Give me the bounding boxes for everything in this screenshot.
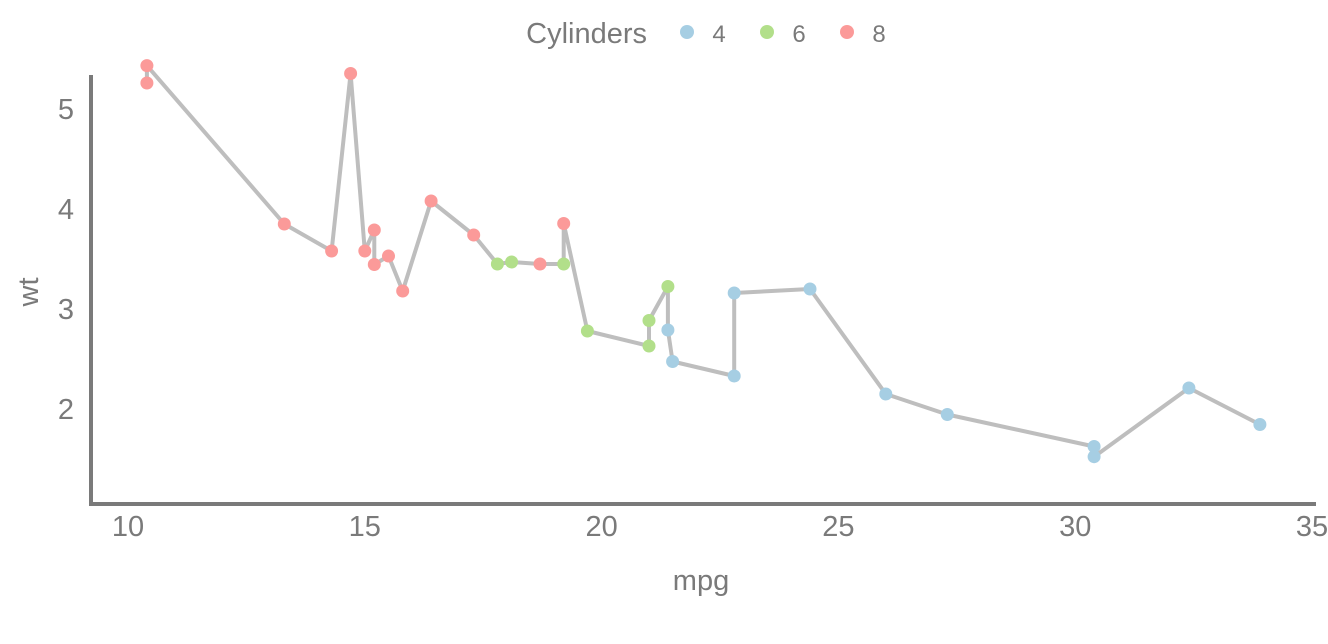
data-point-cyl-4 xyxy=(727,286,741,300)
plot-area xyxy=(140,59,1267,464)
data-point-cyl-8 xyxy=(533,257,547,271)
data-point-cyl-4 xyxy=(727,369,741,383)
x-axis-label: mpg xyxy=(673,565,729,597)
data-point-cyl-8 xyxy=(358,244,372,258)
y-tick-label: 3 xyxy=(58,294,74,326)
legend: Cylinders 4 6 8 xyxy=(526,18,886,50)
data-point-cyl-8 xyxy=(367,258,381,271)
x-tick-label: 35 xyxy=(1296,511,1328,543)
y-axis-ticks: 2 3 4 5 xyxy=(58,94,74,426)
legend-key-8 xyxy=(840,25,854,39)
data-point-cyl-8 xyxy=(396,284,410,298)
data-point-cyl-8 xyxy=(424,194,438,208)
data-point-cyl-8 xyxy=(382,249,395,263)
data-points xyxy=(140,59,1267,464)
legend-label-4: 4 xyxy=(712,21,725,48)
legend-label-6: 6 xyxy=(792,21,805,48)
x-axis-ticks: 10 15 20 25 30 35 xyxy=(112,511,1328,543)
data-point-cyl-8 xyxy=(140,76,154,90)
data-point-cyl-6 xyxy=(642,339,656,353)
connecting-line xyxy=(144,63,1261,459)
legend-key-6 xyxy=(760,25,774,39)
data-point-cyl-6 xyxy=(580,324,594,338)
data-point-cyl-4 xyxy=(1253,418,1267,431)
data-point-cyl-6 xyxy=(490,257,504,271)
data-point-cyl-4 xyxy=(1087,440,1101,453)
data-point-cyl-8 xyxy=(467,228,481,242)
legend-entries: 4 6 8 xyxy=(680,21,886,48)
x-tick-label: 20 xyxy=(585,511,617,543)
axes: 10 15 20 25 30 35 2 3 4 5 mpg wt xyxy=(13,75,1328,597)
y-tick-label: 5 xyxy=(58,94,74,126)
data-point-cyl-6 xyxy=(505,255,519,269)
data-point-cyl-8 xyxy=(140,59,154,73)
data-point-cyl-8 xyxy=(277,217,291,231)
data-point-cyl-8 xyxy=(344,67,358,80)
data-point-cyl-4 xyxy=(666,355,680,368)
y-axis-label: wt xyxy=(13,278,45,308)
data-point-cyl-8 xyxy=(367,223,381,237)
data-point-cyl-4 xyxy=(879,387,893,401)
x-tick-label: 10 xyxy=(112,511,144,543)
y-tick-label: 2 xyxy=(58,394,74,426)
data-point-cyl-4 xyxy=(1087,450,1101,464)
x-tick-label: 15 xyxy=(349,511,381,543)
data-point-cyl-4 xyxy=(661,323,675,337)
data-point-cyl-4 xyxy=(940,408,954,421)
y-tick-label: 4 xyxy=(58,194,74,226)
data-point-cyl-4 xyxy=(1182,381,1196,395)
data-point-cyl-8 xyxy=(325,244,339,258)
legend-title: Cylinders xyxy=(526,18,647,50)
data-point-cyl-6 xyxy=(661,280,675,293)
data-point-cyl-8 xyxy=(557,217,571,230)
x-tick-label: 30 xyxy=(1059,511,1091,543)
legend-key-4 xyxy=(680,25,694,39)
x-tick-label: 25 xyxy=(822,511,854,543)
data-point-cyl-6 xyxy=(642,314,656,327)
data-point-cyl-4 xyxy=(803,282,817,296)
data-point-cyl-6 xyxy=(557,257,571,271)
legend-label-8: 8 xyxy=(872,21,885,48)
